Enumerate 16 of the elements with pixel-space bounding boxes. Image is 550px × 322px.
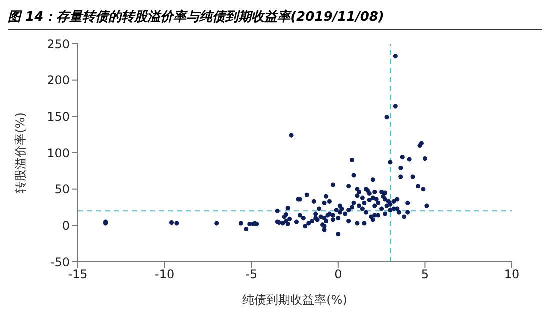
x-tick-label: 5 [421, 268, 430, 282]
x-axis-title: 纯债到期收益率(%) [242, 293, 348, 307]
y-tick-label: 200 [47, 74, 70, 88]
y-axis-title: 转股溢价率(%) [13, 112, 28, 194]
y-tick-label: 0 [62, 218, 70, 233]
y-tick-label: -50 [50, 255, 70, 270]
x-tick-label: 0 [334, 268, 342, 282]
chart-title: 图 14：存量转债的转股溢价率与纯债到期收益率(2019/11/08) [8, 8, 542, 30]
y-tick-label: 50 [54, 182, 70, 197]
x-tick-label: -5 [246, 268, 258, 282]
x-tick-label: -10 [154, 268, 175, 282]
x-tick-label: 10 [504, 268, 520, 282]
y-tick-label: 100 [47, 146, 70, 160]
x-tick-label: -15 [68, 268, 88, 282]
y-tick-label: 150 [47, 110, 70, 124]
y-tick-label: 250 [47, 37, 70, 52]
